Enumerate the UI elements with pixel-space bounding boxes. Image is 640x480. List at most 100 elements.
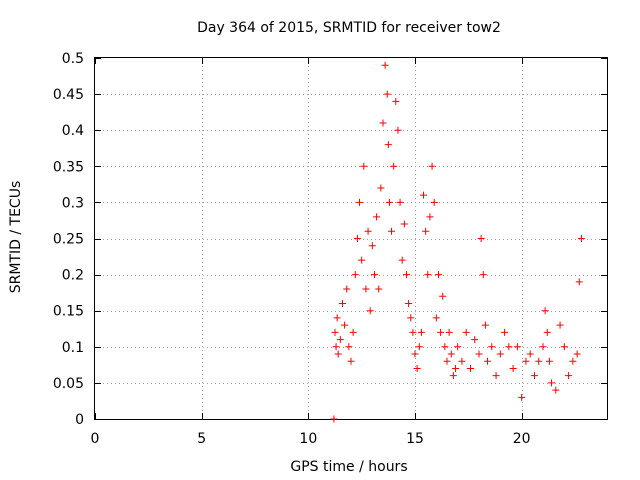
y-tick-label: 0.5 (62, 51, 84, 67)
data-point (577, 235, 585, 242)
y-tick-label: 0.15 (53, 304, 84, 320)
data-point (505, 343, 513, 351)
data-point (385, 198, 393, 206)
data-point (539, 343, 547, 351)
data-point (447, 350, 455, 358)
data-point (434, 271, 442, 279)
data-point (560, 343, 568, 351)
x-tick-label: 20 (513, 431, 531, 447)
data-point (377, 184, 385, 192)
plot-border (94, 57, 608, 420)
data-point (432, 314, 440, 322)
data-point (392, 97, 400, 105)
data-point (458, 357, 466, 365)
data-point (375, 285, 383, 293)
data-point (343, 285, 351, 293)
y-tick-label: 0.1 (62, 340, 84, 356)
data-point (575, 278, 583, 286)
data-point (466, 364, 474, 372)
data-point (388, 227, 396, 235)
data-point (428, 162, 436, 170)
y-tick-label: 0.35 (53, 159, 84, 175)
data-point (545, 357, 553, 365)
data-point (573, 350, 581, 358)
data-point (522, 357, 530, 365)
data-point (449, 372, 457, 380)
data-point (362, 285, 370, 293)
data-point (351, 271, 359, 279)
data-point (565, 372, 573, 380)
chart-title: Day 364 of 2015, SRMTID for receiver tow… (197, 20, 501, 36)
data-point (336, 336, 344, 344)
data-point (364, 227, 372, 235)
data-point (402, 271, 410, 279)
data-point (445, 328, 453, 336)
data-point (492, 372, 500, 380)
data-point (552, 386, 560, 394)
data-point (353, 235, 361, 242)
data-point (477, 235, 485, 242)
data-point (430, 198, 438, 206)
x-axis-label: GPS time / hours (290, 459, 407, 475)
data-point (332, 343, 340, 351)
x-tick-label: 0 (91, 431, 100, 447)
data-point (439, 292, 447, 300)
data-point (349, 328, 357, 336)
data-points (330, 61, 585, 423)
data-point (331, 328, 339, 336)
data-point (424, 271, 432, 279)
data-point (417, 328, 425, 336)
data-point (384, 141, 392, 149)
data-point (333, 314, 341, 322)
data-point (381, 61, 389, 69)
data-point (513, 343, 521, 351)
y-tick-label: 0.05 (53, 376, 84, 392)
data-point (569, 357, 577, 365)
data-point (396, 198, 404, 206)
data-point (368, 242, 376, 250)
data-point (443, 357, 451, 365)
y-tick-label: 0 (75, 412, 84, 428)
data-point (383, 90, 391, 98)
data-point (360, 162, 368, 170)
data-point (548, 379, 556, 387)
data-point (400, 220, 408, 228)
data-point (509, 364, 517, 372)
data-point (390, 162, 398, 170)
data-point (526, 350, 534, 358)
data-point (426, 213, 434, 221)
data-point (556, 321, 564, 329)
data-point (530, 372, 538, 380)
x-tick-label: 10 (299, 431, 317, 447)
data-point (345, 343, 353, 351)
x-tick-label: 5 (197, 431, 206, 447)
data-point (535, 357, 543, 365)
data-point (518, 393, 526, 401)
data-point (422, 227, 430, 235)
data-point (496, 350, 504, 358)
data-point (479, 271, 487, 279)
data-point (370, 271, 378, 279)
data-point (413, 364, 421, 372)
data-point (454, 343, 462, 351)
y-axis-label: SRMTID / TECUs (8, 181, 24, 294)
y-tick-label: 0.45 (53, 87, 84, 103)
data-point (484, 357, 492, 365)
data-point (437, 328, 445, 336)
data-point (441, 343, 449, 351)
data-point (366, 307, 374, 315)
data-point (358, 256, 366, 264)
data-point (330, 415, 338, 423)
data-point (475, 350, 483, 358)
data-point (407, 314, 415, 322)
data-point (394, 126, 402, 134)
data-point (409, 328, 417, 336)
data-point (471, 336, 479, 344)
data-point (481, 321, 489, 329)
y-tick-label: 0.2 (62, 268, 84, 284)
data-point (541, 307, 549, 315)
data-point (379, 119, 387, 127)
data-point (405, 299, 413, 307)
data-point (462, 328, 470, 336)
